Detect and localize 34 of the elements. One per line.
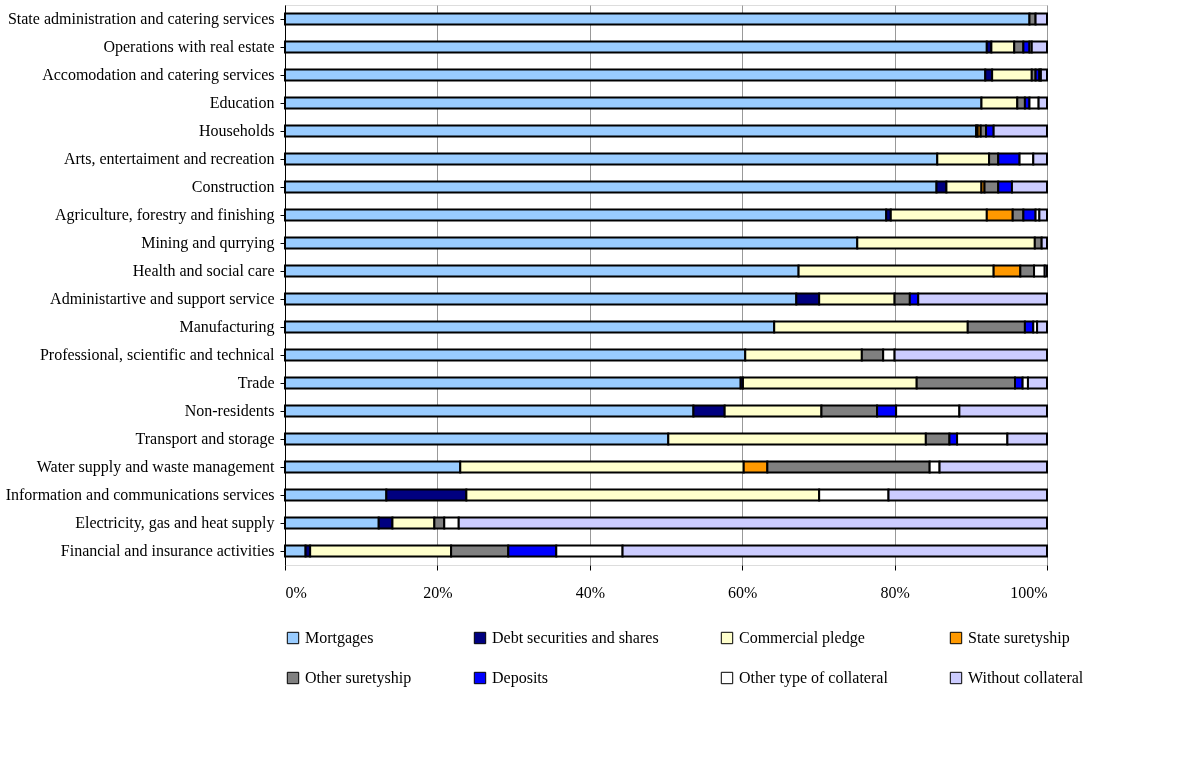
y-tick-label: Information and communications services bbox=[5, 486, 275, 503]
y-tick-label: Electricity, gas and heat supply bbox=[75, 514, 275, 532]
legend-label: Mortgages bbox=[305, 629, 374, 647]
legend-label: Commercial pledge bbox=[739, 629, 865, 647]
y-tick-label: Non-residents bbox=[184, 402, 275, 419]
x-tick-label: 100% bbox=[1010, 583, 1048, 601]
legend-label: Other suretyship bbox=[305, 669, 412, 687]
y-tick-label: State administration and catering services bbox=[7, 10, 275, 28]
y-tick-label: Agriculture, forestry and finishing bbox=[55, 206, 275, 224]
x-tick-label: 40% bbox=[575, 583, 605, 601]
x-tick-label: 20% bbox=[423, 583, 453, 601]
y-tick-label: Manufacturing bbox=[179, 318, 275, 336]
legend-label: Other type of collateral bbox=[739, 669, 889, 687]
y-tick-label: Operations with real estate bbox=[103, 38, 275, 56]
y-tick-label: Trade bbox=[237, 374, 275, 391]
legend-label: Deposits bbox=[492, 669, 548, 687]
legend-label: Without collateral bbox=[968, 669, 1084, 686]
y-tick-label: Professional, scientific and technical bbox=[39, 346, 276, 363]
x-tick-label: 60% bbox=[728, 583, 758, 601]
y-tick-label: Mining and qurrying bbox=[141, 234, 275, 252]
y-tick-label: Transport and storage bbox=[135, 430, 275, 448]
y-tick-label: Financial and insurance activities bbox=[60, 542, 275, 559]
y-tick-label: Arts, entertaiment and recreation bbox=[63, 150, 275, 167]
legend-label: Debt securities and shares bbox=[492, 629, 659, 646]
y-tick-label: Education bbox=[209, 94, 275, 111]
y-tick-label: Accomodation and catering services bbox=[42, 66, 275, 84]
y-tick-label: Construction bbox=[191, 178, 275, 195]
y-tick-label: Water supply and waste management bbox=[36, 458, 276, 476]
legend-label: State suretyship bbox=[968, 629, 1070, 647]
y-tick-label: Administartive and support service bbox=[50, 290, 275, 308]
y-tick-label: Health and social care bbox=[132, 262, 275, 279]
x-tick-label: 0% bbox=[285, 583, 307, 601]
y-tick-label: Households bbox=[198, 122, 275, 139]
x-tick-label: 80% bbox=[880, 583, 910, 601]
